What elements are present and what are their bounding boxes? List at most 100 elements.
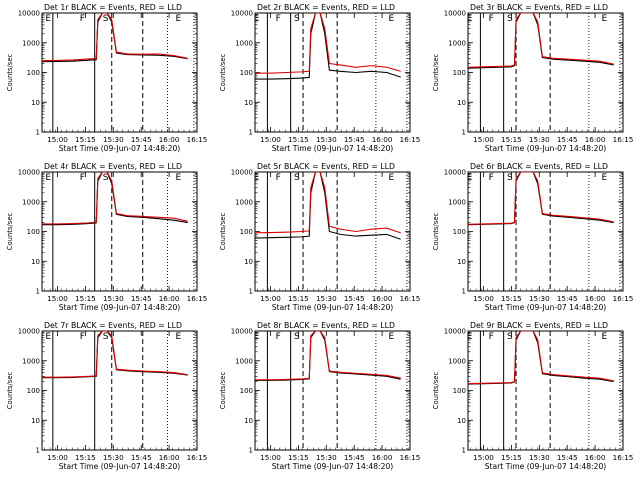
events-series-line xyxy=(255,172,401,240)
lld-series-line xyxy=(255,331,401,381)
plot-frame xyxy=(41,330,198,451)
event-marker-label: E xyxy=(254,14,260,24)
x-tick-label: 15:30 xyxy=(529,294,550,303)
lld-series-line xyxy=(42,172,188,225)
y-tick-label: 1 xyxy=(249,447,253,455)
x-tick-label: 15:15 xyxy=(501,453,522,462)
x-tick-label: 15:30 xyxy=(529,453,550,462)
y-tick-label: 10 xyxy=(244,99,253,107)
x-axis-label: Start Time (09-Jun-07 14:48:20) xyxy=(59,144,181,153)
x-tick-label: 15:45 xyxy=(557,294,578,303)
event-marker-label: F xyxy=(489,173,494,183)
x-axis-label: Start Time (09-Jun-07 14:48:20) xyxy=(59,462,181,471)
event-marker-label: F xyxy=(80,14,85,24)
x-tick-label: 15:15 xyxy=(75,135,96,144)
x-tick-label: 15:30 xyxy=(103,453,124,462)
y-axis-label: Counts/sec xyxy=(432,213,440,251)
detector-panel-7: Det 7r BLACK = Events, RED = LLD 1 10 100 10… xyxy=(6,321,207,471)
x-tick-label: 15:00 xyxy=(473,453,494,462)
x-tick-label: 15:45 xyxy=(131,135,152,144)
event-marker-label: E xyxy=(45,173,51,183)
event-marker-label: E xyxy=(467,332,473,342)
x-tick-label: 16:00 xyxy=(372,453,393,462)
y-tick-label: 1000 xyxy=(235,357,253,365)
x-tick-label: 15:30 xyxy=(529,135,550,144)
x-tick-label: 15:30 xyxy=(316,135,337,144)
detector-panel-8: Det 8r BLACK = Events, RED = LLD 1 10 100 10… xyxy=(219,321,420,471)
events-series-line xyxy=(468,13,614,69)
panel-title: Det 2r BLACK = Events, RED = LLD xyxy=(257,3,395,12)
x-tick-label: 15:00 xyxy=(473,294,494,303)
detector-panel-9: Det 9r BLACK = Events, RED = LLD 1 10 100 10… xyxy=(432,321,633,471)
x-tick-label: 16:15 xyxy=(613,135,634,144)
detector-panel-5: Det 5r BLACK = Events, RED = LLD 1 10 100 10… xyxy=(219,162,420,312)
y-tick-label: 100 xyxy=(453,69,466,77)
y-tick-label: 10000 xyxy=(444,169,466,177)
y-tick-label: 1 xyxy=(36,129,40,137)
lld-series-line xyxy=(255,13,401,74)
panel-title: Det 1r BLACK = Events, RED = LLD xyxy=(44,3,182,12)
plot-frame xyxy=(254,171,411,292)
event-marker-label: S xyxy=(507,173,513,183)
event-marker-label: E xyxy=(389,332,395,342)
x-axis-label: Start Time (09-Jun-07 14:48:20) xyxy=(485,144,607,153)
y-tick-label: 10 xyxy=(31,258,40,266)
event-marker-label: E xyxy=(467,173,473,183)
x-tick-label: 15:15 xyxy=(75,294,96,303)
y-tick-label: 100 xyxy=(27,228,40,236)
event-marker-label: E xyxy=(602,332,608,342)
x-tick-label: 15:15 xyxy=(501,294,522,303)
event-marker-label: F xyxy=(489,332,494,342)
event-marker-label: E xyxy=(602,173,608,183)
plot-frame xyxy=(467,12,624,133)
y-tick-label: 10000 xyxy=(444,10,466,18)
x-tick-label: 15:00 xyxy=(47,135,68,144)
event-marker-label: E xyxy=(254,332,260,342)
x-tick-label: 15:30 xyxy=(103,294,124,303)
panel-title: Det 3r BLACK = Events, RED = LLD xyxy=(470,3,608,12)
event-marker-label: E xyxy=(176,332,182,342)
event-marker-label: F xyxy=(276,332,281,342)
x-tick-label: 15:15 xyxy=(288,135,309,144)
detector-panel-2: Det 2r BLACK = Events, RED = LLD 1 10 100 10… xyxy=(219,3,420,153)
panel-title: Det 8r BLACK = Events, RED = LLD xyxy=(257,321,395,330)
y-tick-label: 10000 xyxy=(18,10,40,18)
event-marker-label: F xyxy=(80,173,85,183)
plot-frame xyxy=(41,171,198,292)
event-marker-label: S xyxy=(103,173,109,183)
y-tick-label: 1000 xyxy=(448,357,466,365)
y-tick-label: 1 xyxy=(36,288,40,296)
y-tick-label: 1 xyxy=(36,447,40,455)
x-tick-label: 15:30 xyxy=(103,135,124,144)
event-marker-label: F xyxy=(489,14,494,24)
event-marker-label: F xyxy=(80,332,85,342)
lld-series-line xyxy=(468,331,614,385)
x-tick-label: 15:45 xyxy=(344,294,365,303)
x-tick-label: 15:45 xyxy=(131,294,152,303)
x-tick-label: 16:15 xyxy=(187,135,208,144)
x-tick-label: 15:15 xyxy=(501,135,522,144)
y-axis-label: Counts/sec xyxy=(219,372,227,410)
event-marker-label: S xyxy=(507,14,513,24)
x-tick-label: 16:00 xyxy=(159,135,180,144)
y-tick-label: 10 xyxy=(31,417,40,425)
x-axis-label: Start Time (09-Jun-07 14:48:20) xyxy=(272,303,394,312)
x-tick-label: 16:15 xyxy=(400,135,421,144)
plot-frame xyxy=(467,330,624,451)
y-tick-label: 10 xyxy=(244,417,253,425)
y-tick-label: 100 xyxy=(453,387,466,395)
y-tick-label: 100 xyxy=(27,387,40,395)
x-tick-label: 15:30 xyxy=(316,453,337,462)
x-tick-label: 15:00 xyxy=(260,294,281,303)
x-tick-label: 15:15 xyxy=(288,294,309,303)
y-tick-label: 10 xyxy=(457,258,466,266)
y-tick-label: 10000 xyxy=(231,169,253,177)
x-tick-label: 15:45 xyxy=(557,453,578,462)
event-marker-label: E xyxy=(602,14,608,24)
event-marker-label: E xyxy=(176,173,182,183)
x-axis-label: Start Time (09-Jun-07 14:48:20) xyxy=(485,462,607,471)
x-tick-label: 15:00 xyxy=(47,453,68,462)
event-marker-label: S xyxy=(507,332,513,342)
x-tick-label: 15:00 xyxy=(473,135,494,144)
